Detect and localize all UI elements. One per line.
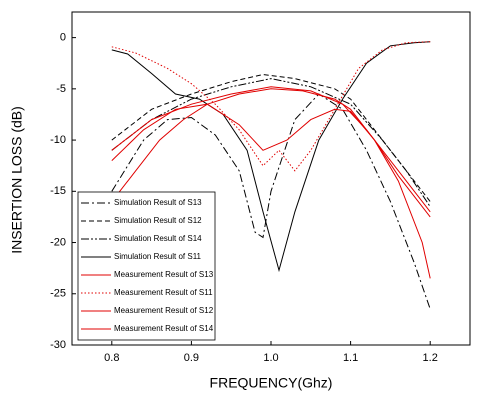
- series-line: [111, 78, 431, 207]
- y-tick-label: -10: [50, 134, 66, 146]
- series-line: [111, 93, 431, 310]
- x-tick-label: 0.8: [104, 352, 119, 364]
- y-axis-title: INSERTION LOSS (dB): [9, 106, 25, 254]
- x-tick-label: 0.9: [184, 352, 199, 364]
- y-tick-label: -20: [50, 236, 66, 248]
- y-tick-label: 0: [60, 32, 66, 44]
- legend-label: Measurement Result of S14: [114, 324, 214, 333]
- y-tick-label: -5: [56, 83, 66, 95]
- legend-label: Simulation Result of S12: [114, 216, 202, 225]
- x-tick-label: 1.1: [343, 352, 358, 364]
- x-axis-title: FREQUENCY(Ghz): [210, 375, 333, 391]
- series-line: [111, 88, 431, 279]
- legend-label: Simulation Result of S14: [114, 234, 202, 243]
- series-line: [111, 103, 431, 218]
- legend-label: Measurement Result of S12: [114, 306, 214, 315]
- legend-box: [77, 191, 216, 341]
- legend-label: Measurement Result of S11: [114, 288, 213, 297]
- y-tick-label: -25: [50, 288, 66, 300]
- y-tick-label: -30: [50, 339, 66, 351]
- legend-label: Measurement Result of S13: [114, 270, 214, 279]
- x-tick-label: 1.2: [423, 352, 438, 364]
- x-tick-label: 1.0: [263, 352, 278, 364]
- legend-label: Simulation Result of S11: [114, 252, 202, 261]
- legend-label: Simulation Result of S13: [114, 198, 202, 207]
- y-tick-label: -15: [50, 185, 66, 197]
- series-line: [111, 73, 431, 202]
- series-line: [111, 41, 431, 273]
